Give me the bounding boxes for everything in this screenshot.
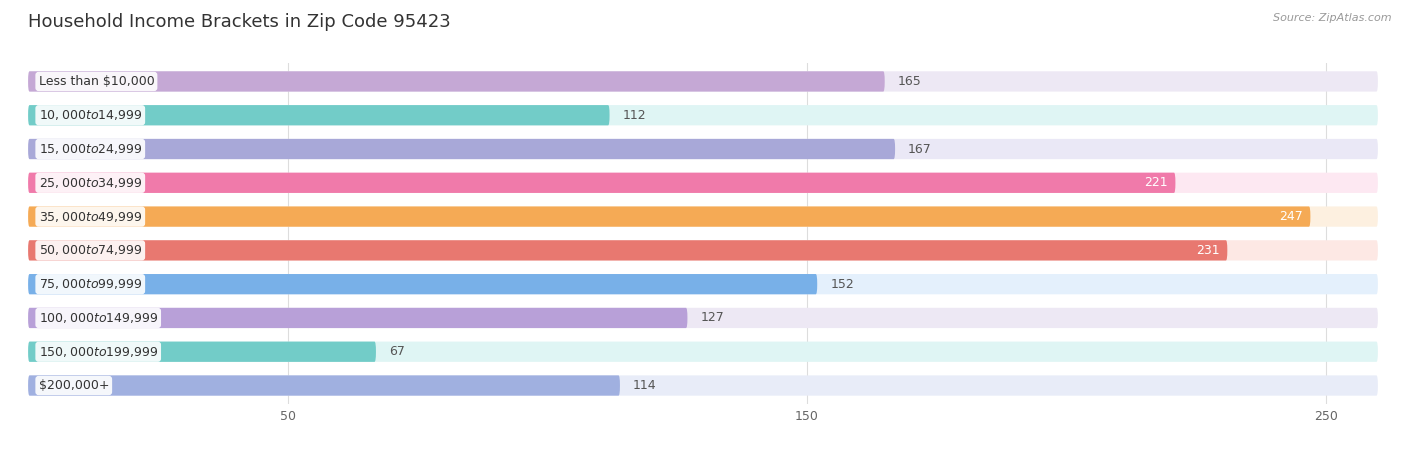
Text: $150,000 to $199,999: $150,000 to $199,999 [38,345,157,359]
FancyBboxPatch shape [28,308,688,328]
Text: 247: 247 [1279,210,1302,223]
Text: 114: 114 [633,379,657,392]
Text: $100,000 to $149,999: $100,000 to $149,999 [38,311,157,325]
Text: $75,000 to $99,999: $75,000 to $99,999 [38,277,142,291]
FancyBboxPatch shape [28,375,1378,396]
FancyBboxPatch shape [28,207,1310,227]
Text: 152: 152 [830,277,853,291]
FancyBboxPatch shape [28,240,1227,260]
Text: 165: 165 [897,75,921,88]
FancyBboxPatch shape [28,308,1378,328]
Text: 221: 221 [1144,176,1167,189]
Text: $15,000 to $24,999: $15,000 to $24,999 [38,142,142,156]
FancyBboxPatch shape [28,173,1175,193]
Text: Less than $10,000: Less than $10,000 [38,75,155,88]
FancyBboxPatch shape [28,105,1378,125]
FancyBboxPatch shape [28,375,620,396]
Text: Source: ZipAtlas.com: Source: ZipAtlas.com [1274,13,1392,23]
FancyBboxPatch shape [28,274,1378,294]
Text: $10,000 to $14,999: $10,000 to $14,999 [38,108,142,122]
Text: $200,000+: $200,000+ [38,379,110,392]
FancyBboxPatch shape [28,105,610,125]
Text: 67: 67 [389,345,405,358]
Text: Household Income Brackets in Zip Code 95423: Household Income Brackets in Zip Code 95… [28,13,451,31]
FancyBboxPatch shape [28,173,1378,193]
FancyBboxPatch shape [28,240,1378,260]
FancyBboxPatch shape [28,139,1378,159]
Text: $35,000 to $49,999: $35,000 to $49,999 [38,210,142,224]
Text: 112: 112 [623,109,647,122]
Text: 167: 167 [908,142,932,155]
Text: $25,000 to $34,999: $25,000 to $34,999 [38,176,142,190]
Text: 127: 127 [700,312,724,325]
Text: 231: 231 [1197,244,1219,257]
FancyBboxPatch shape [28,342,1378,362]
FancyBboxPatch shape [28,207,1378,227]
FancyBboxPatch shape [28,71,884,92]
FancyBboxPatch shape [28,274,817,294]
FancyBboxPatch shape [28,342,375,362]
Text: $50,000 to $74,999: $50,000 to $74,999 [38,243,142,257]
FancyBboxPatch shape [28,139,896,159]
FancyBboxPatch shape [28,71,1378,92]
